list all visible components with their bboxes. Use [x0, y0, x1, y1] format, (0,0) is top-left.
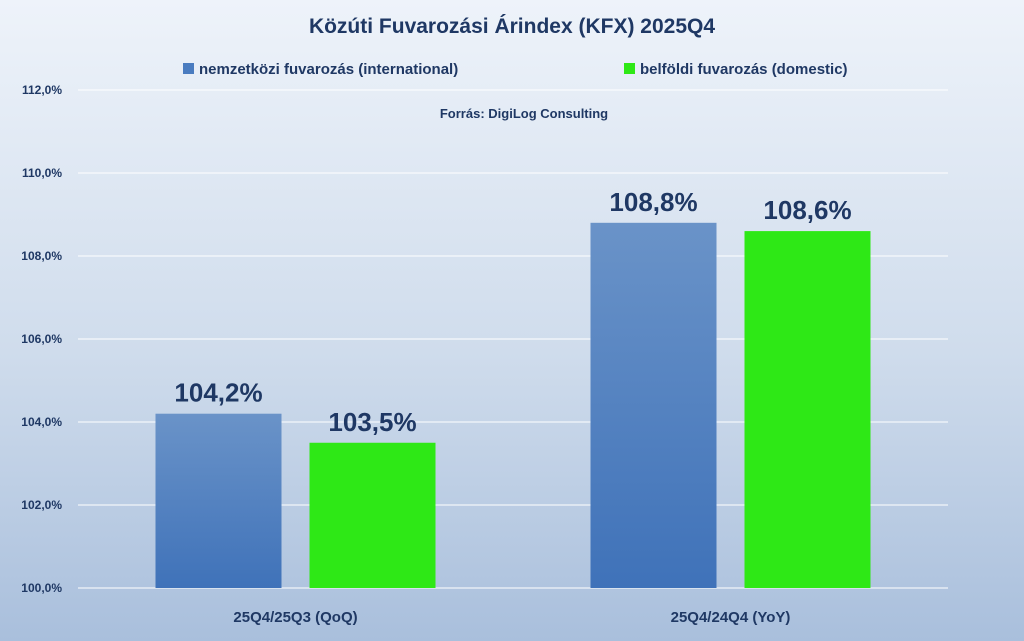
y-tick-label: 106,0% — [21, 332, 62, 346]
bar-domestic — [309, 442, 436, 588]
y-tick-label: 104,0% — [21, 415, 62, 429]
data-label: 104,2% — [174, 378, 262, 408]
legend-label-domestic: belföldi fuvarozás (domestic) — [640, 61, 848, 78]
x-category-label: 25Q4/25Q3 (QoQ) — [233, 609, 357, 626]
chart-source: Forrás: DigiLog Consulting — [440, 106, 608, 121]
chart-title: Közúti Fuvarozási Árindex (KFX) 2025Q4 — [309, 15, 715, 38]
legend-swatch-international — [183, 63, 194, 74]
y-tick-label: 102,0% — [21, 498, 62, 512]
y-tick-label: 108,0% — [21, 249, 62, 263]
data-label: 108,6% — [763, 195, 851, 225]
bar-international — [590, 222, 717, 589]
x-axis-categories: 25Q4/25Q3 (QoQ) 25Q4/24Q4 (YoY) — [233, 609, 790, 626]
y-tick-label: 110,0% — [22, 166, 62, 180]
data-label: 103,5% — [328, 407, 416, 437]
y-axis-ticks: 100,0% 102,0% 104,0% 106,0% 108,0% 110,0% 112,… — [21, 83, 62, 595]
bar-domestic — [744, 231, 871, 588]
data-labels: 104,2% 103,5% 108,8% 108,6% — [174, 187, 851, 437]
legend-swatch-domestic — [624, 63, 635, 74]
x-category-label: 25Q4/24Q4 (YoY) — [671, 609, 791, 626]
bar-international — [155, 413, 282, 588]
y-tick-label: 100,0% — [21, 581, 62, 595]
data-label: 108,8% — [609, 187, 697, 217]
legend-label-international: nemzetközi fuvarozás (international) — [199, 61, 458, 78]
bars — [155, 222, 871, 589]
y-tick-label: 112,0% — [22, 83, 62, 97]
